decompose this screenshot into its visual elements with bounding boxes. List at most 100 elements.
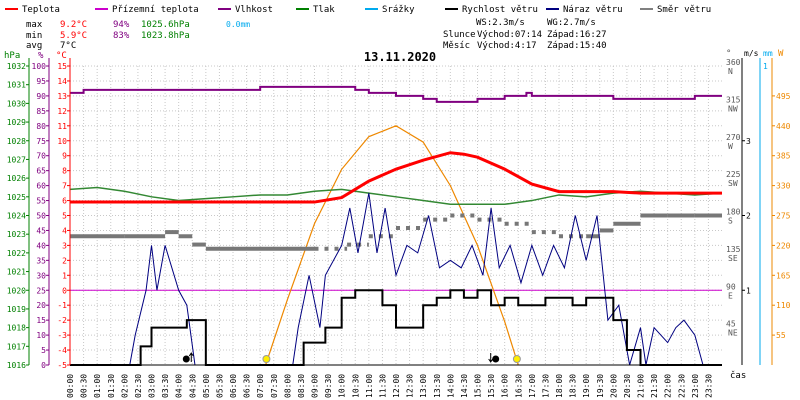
x-tick-label: 16:00 (501, 374, 510, 398)
temp-axis-label: 7 (62, 182, 67, 191)
x-tick-label: 00:30 (80, 374, 89, 398)
pressure-axis-label: 1025 (7, 193, 26, 202)
humidity-axis-label: 85 (36, 107, 46, 116)
solar-axis-label: 495 (776, 92, 791, 101)
legend-label: Tlak (313, 5, 335, 15)
wind-speed-avg: WS:2.3m/s (476, 18, 525, 28)
x-tick-label: 06:00 (229, 374, 238, 398)
humidity-axis-label: 55 (36, 197, 46, 206)
dir-axis-value: 270 (726, 133, 741, 142)
pressure-axis-label: 1031 (7, 81, 26, 90)
x-tick-label: 16:30 (514, 374, 523, 398)
unit-ms: m/s (744, 49, 759, 58)
solar-axis-label: 110 (776, 301, 791, 310)
sunset-time: Západ:16:27 (547, 30, 607, 40)
dir-axis-label: N (728, 67, 733, 76)
solar-axis-label: 440 (776, 122, 791, 131)
x-tick-label: 07:00 (256, 374, 265, 398)
temp-axis-label: -4 (57, 346, 67, 355)
pressure-axis-label: 1019 (7, 305, 26, 314)
legend-label: Teplota (22, 5, 60, 15)
x-tick-label: 14:00 (446, 374, 455, 398)
pressure-axis-label: 1021 (7, 268, 26, 277)
humidity-axis-label: 90 (36, 92, 46, 101)
humidity-axis-label: 100 (32, 62, 47, 71)
x-tick-label: 00:00 (66, 374, 75, 398)
pressure-axis-label: 1022 (7, 249, 26, 258)
x-tick-label: 19:00 (582, 374, 591, 398)
humidity-axis-label: 70 (36, 152, 46, 161)
moonset-arrow-icon (488, 353, 494, 363)
stats-max-label: max (26, 20, 43, 30)
x-tick-label: 18:30 (569, 374, 578, 398)
moon-label: Měsíc (443, 41, 470, 51)
temp-axis-label: 12 (57, 107, 67, 116)
humidity-axis-label: 10 (36, 331, 46, 340)
stats-min-temp: 5.9°C (60, 31, 87, 41)
wind-gust-avg: WG:2.7m/s (547, 18, 596, 28)
stats-min-press: 1023.8hPa (141, 31, 190, 41)
x-tick-label: 08:00 (283, 374, 292, 398)
x-tick-label: 09:30 (324, 374, 333, 398)
pressure-axis-label: 1032 (7, 62, 26, 71)
dir-axis-value: 135 (726, 245, 741, 254)
stats-max-temp: 9.2°C (60, 20, 87, 30)
unit-hpa: hPa (4, 51, 20, 61)
x-tick-label: 12:00 (392, 374, 401, 398)
chart-header: Teplota Přízemní teplota Vlhkost Tlak Srážky… (4, 5, 784, 381)
series-temperature (70, 151, 722, 204)
temp-axis-label: -3 (57, 331, 67, 340)
x-tick-label: 05:00 (202, 374, 211, 398)
humidity-axis-label: 75 (36, 137, 46, 146)
chart-axes: 00:00 00:30 01:00 01:30 02:00 02:30 03:00 03:30… (7, 58, 791, 398)
x-tick-label: 10:00 (338, 374, 347, 398)
pressure-axis-label: 1029 (7, 118, 26, 127)
dir-axis-value: 315 (726, 95, 741, 104)
x-tick-label: 02:30 (134, 374, 143, 398)
unit-deg: ° (726, 49, 731, 59)
legend-label: Rychlost větru (462, 5, 538, 15)
pressure-axis-label: 1017 (7, 342, 26, 351)
dir-axis-value: 45 (726, 320, 736, 329)
x-tick-label: 15:30 (487, 374, 496, 398)
pressure-axis-label: 1024 (7, 212, 26, 221)
humidity-axis-label: 40 (36, 241, 46, 250)
temp-axis-label: -2 (57, 316, 67, 325)
dir-axis-label: E (728, 291, 733, 300)
dir-axis-label: NW (728, 104, 738, 113)
legend-label: Přízemní teplota (112, 5, 199, 15)
x-tick-label: 13:00 (419, 374, 428, 398)
legend-label: Náraz větru (563, 5, 623, 15)
legend-label: Směr větru (657, 5, 711, 15)
wind-axis-label: 2 (746, 212, 751, 221)
humidity-axis-label: 0 (41, 361, 46, 370)
humidity-axis-label: 15 (36, 316, 46, 325)
legend-label: Srážky (382, 5, 415, 15)
x-tick-label: 01:00 (93, 374, 102, 398)
dir-axis-value: 360 (726, 58, 741, 67)
x-tick-label: 18:00 (555, 374, 564, 398)
moonrise-arrow-icon (188, 352, 194, 362)
humidity-axis-label: 50 (36, 212, 46, 221)
moonrise-marker (182, 355, 190, 363)
x-tick-label: 15:00 (474, 374, 483, 398)
solar-axis-label: 275 (776, 212, 791, 221)
humidity-axis-label: 5 (41, 346, 46, 355)
dir-axis-value: 180 (726, 208, 741, 217)
x-tick-label: 23:00 (691, 374, 700, 398)
moonset-time: Západ:15:40 (547, 41, 607, 51)
x-tick-label: 01:30 (107, 374, 116, 398)
unit-cas: čas (730, 370, 746, 381)
unit-degc: °C (56, 51, 67, 61)
x-tick-label: 21:30 (650, 374, 659, 398)
moonrise-time: Východ:4:17 (477, 41, 537, 51)
x-tick-label: 11:30 (378, 374, 387, 398)
sunrise-time: Východ:07:14 (477, 30, 542, 40)
temp-axis-label: 15 (57, 62, 67, 71)
wind-axis-label: 3 (746, 137, 751, 146)
temp-axis-label: -5 (57, 361, 67, 370)
humidity-axis-label: 45 (36, 226, 46, 235)
stats-min-hum: 83% (113, 31, 130, 41)
pressure-axis-label: 1018 (7, 324, 26, 333)
series-wind-gust (70, 192, 722, 366)
